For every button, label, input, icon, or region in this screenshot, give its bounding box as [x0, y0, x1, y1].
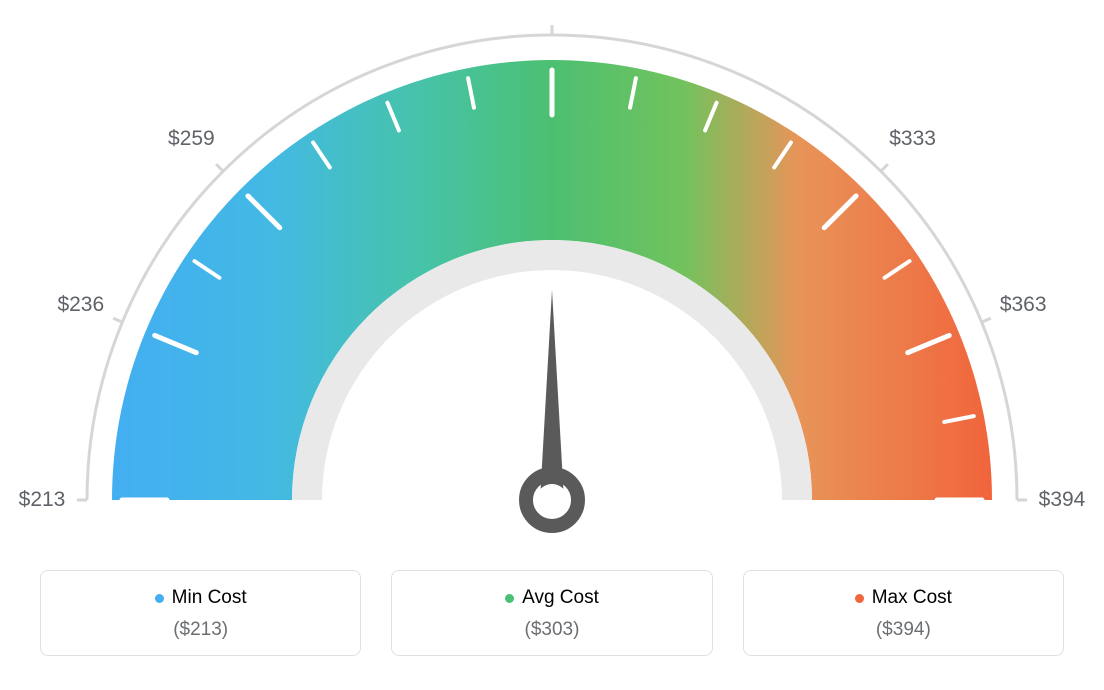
- gauge-tick-label: $213: [19, 488, 66, 512]
- legend-dot-avg: [505, 594, 514, 603]
- legend-card-avg: Avg Cost ($303): [391, 570, 712, 656]
- gauge-tick-label: $363: [1000, 293, 1047, 317]
- legend-row: Min Cost ($213) Avg Cost ($303) Max Cost…: [0, 570, 1104, 656]
- gauge-area: $213 $236 $259 $303 $333 $363 $394: [0, 0, 1104, 560]
- legend-title-avg: Avg Cost: [505, 587, 599, 609]
- legend-card-max: Max Cost ($394): [743, 570, 1064, 656]
- legend-value-max: ($394): [754, 619, 1053, 641]
- legend-dot-max: [855, 594, 864, 603]
- legend-title-max: Max Cost: [855, 587, 952, 609]
- legend-title-label: Avg Cost: [522, 587, 599, 609]
- legend-card-min: Min Cost ($213): [40, 570, 361, 656]
- legend-title-label: Max Cost: [872, 587, 952, 609]
- gauge-tick-label: $394: [1039, 488, 1086, 512]
- legend-title-label: Min Cost: [172, 587, 247, 609]
- legend-dot-min: [155, 594, 164, 603]
- gauge-tick-label: $333: [889, 127, 936, 151]
- gauge-tick-label: $303: [529, 0, 576, 2]
- legend-title-min: Min Cost: [155, 587, 247, 609]
- gauge-svg: [0, 0, 1104, 560]
- gauge-tick-label: $236: [57, 293, 104, 317]
- legend-value-min: ($213): [51, 619, 350, 641]
- gauge-tick-label: $259: [168, 127, 215, 151]
- chart-container: $213 $236 $259 $303 $333 $363 $394 Min Cost ($…: [0, 0, 1104, 690]
- legend-value-avg: ($303): [402, 619, 701, 641]
